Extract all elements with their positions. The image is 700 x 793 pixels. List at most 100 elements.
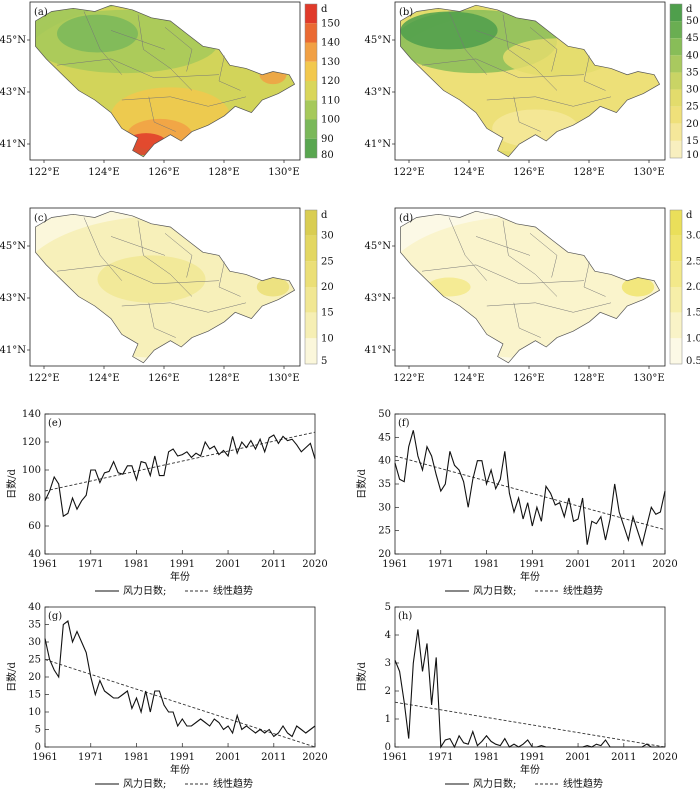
county-boundary — [164, 27, 193, 72]
map-y-tick-label: 45°N — [0, 35, 26, 46]
x-axis-label: 年份 — [520, 763, 540, 776]
colorbar-segment — [670, 72, 682, 90]
y-tick-label: 15 — [28, 690, 41, 701]
x-tick-label: 1961 — [382, 752, 407, 763]
colorbar-frame — [304, 3, 318, 159]
map-y-tick-label: 41°N — [0, 139, 26, 150]
colorbar-segment — [305, 287, 317, 313]
map-y-tick-label: 41°N — [365, 345, 392, 356]
colorbar-tick-label: 1.0 — [686, 333, 700, 344]
map-y-tick-label: 43°N — [0, 293, 26, 304]
colorbar-segment — [305, 100, 317, 120]
x-tick-label: 2020 — [652, 559, 677, 570]
county-boundary — [529, 233, 558, 278]
county-boundary — [218, 55, 241, 91]
colorbar-unit: d — [321, 210, 328, 221]
province-outline — [35, 210, 296, 364]
series-line — [44, 434, 316, 518]
series-line — [394, 629, 665, 749]
trend-line — [44, 659, 316, 748]
map-x-tick-label: 122°E — [393, 373, 424, 384]
panel-label: (g) — [48, 611, 62, 622]
county-boundary — [83, 217, 122, 281]
y-tick-label: 35 — [378, 479, 391, 490]
map-x-tick-label: 126°E — [513, 167, 544, 178]
county-boundary — [448, 11, 487, 75]
colorbar-segment — [305, 119, 317, 139]
x-tick-label: 1991 — [170, 559, 195, 570]
x-axis-label: 年份 — [520, 570, 540, 583]
colorbar-segment — [305, 210, 317, 236]
x-tick-label: 1971 — [78, 752, 103, 763]
map-x-tick-label: 130°E — [268, 373, 299, 384]
x-tick-label: 1991 — [520, 752, 545, 763]
panel-label: (d) — [399, 213, 413, 224]
trend-line — [394, 701, 666, 748]
y-tick-label: 10 — [28, 707, 41, 718]
legend-line-label: 风力日数; — [473, 777, 516, 789]
county-boundary — [529, 27, 558, 72]
panel-label: (f) — [398, 418, 410, 429]
panel-label: (c) — [34, 213, 48, 224]
map-panel-4: (d) 122°E 124°E 126°E 128°E 130°E 45°N 43°N 41°N… — [365, 207, 700, 384]
map-y-tick-label: 41°N — [0, 345, 26, 356]
legend-trend-label: 线性趋势 — [213, 777, 253, 789]
x-tick-label: 2011 — [611, 752, 636, 763]
map-x-tick-label: 126°E — [148, 373, 179, 384]
chart-panel-4: (h) 0 1 2 3 4 5 1961 1971 1981 1991 2001 2011 2020 日数/… — [355, 602, 678, 790]
colorbar-segment — [670, 21, 682, 39]
y-tick-label: 120 — [22, 437, 41, 448]
y-tick-label: 40 — [378, 456, 391, 467]
map-x-tick-label: 130°E — [633, 373, 664, 384]
colorbar-tick-label: 50 — [686, 16, 699, 27]
y-axis-label: 日数/d — [5, 469, 18, 499]
colorbar-segment — [670, 89, 682, 107]
map-y-tick-label: 43°N — [365, 87, 392, 98]
map-x-tick-label: 128°E — [573, 167, 604, 178]
county-boundary — [513, 96, 541, 132]
county-boundary — [583, 55, 606, 91]
y-tick-label: 1 — [385, 714, 391, 725]
x-tick-label: 1971 — [428, 752, 453, 763]
chart-panel-3: (g) 0 5 10 15 20 25 30 35 40 1961 1971 1981 1991 2001 2… — [5, 602, 328, 790]
map-color-region — [400, 11, 498, 50]
map-x-tick-label: 122°E — [28, 167, 59, 178]
colorbar-tick-label: 90 — [321, 134, 334, 145]
x-tick-label: 2001 — [215, 752, 240, 763]
colorbar-segment — [670, 55, 682, 73]
colorbar-segment — [670, 210, 682, 236]
trend-line — [44, 431, 316, 492]
colorbar-tick-label: 20 — [321, 282, 334, 293]
x-tick-label: 1971 — [428, 559, 453, 570]
map-y-tick-label: 41°N — [365, 139, 392, 150]
county-boundary — [513, 302, 541, 338]
legend-line-label: 风力日数; — [123, 584, 166, 597]
x-tick-label: 1991 — [520, 559, 545, 570]
colorbar-segment — [670, 106, 682, 124]
colorbar-tick-label: 140 — [321, 38, 340, 49]
province-outline — [35, 4, 296, 158]
colorbar-tick-label: 80 — [321, 150, 334, 161]
y-tick-label: 100 — [22, 465, 41, 476]
map-y-tick-label: 45°N — [365, 35, 392, 46]
map-panel-1: (a) 122°E 124°E 126°E 128°E 130°E 45°N 43°N 41°N… — [0, 1, 340, 178]
plot-frame — [44, 606, 316, 748]
colorbar-segment — [670, 38, 682, 56]
y-axis-label: 日数/d — [5, 662, 18, 692]
x-axis-label: 年份 — [170, 570, 190, 583]
x-tick-label: 2011 — [261, 559, 286, 570]
colorbar-tick-label: 5 — [321, 356, 327, 367]
map-color-region — [256, 277, 290, 297]
county-boundary — [110, 236, 166, 256]
chart-panel-1: (e) 40 60 80 100 120 140 1961 1971 1981 1991 2001 20… — [5, 409, 328, 597]
legend-trend-label: 线性趋势 — [563, 777, 603, 789]
colorbar-unit: d — [321, 4, 328, 15]
map-panels: (a) 122°E 124°E 126°E 128°E 130°E 45°N 43°N 41°N… — [0, 1, 700, 384]
y-tick-label: 25 — [378, 526, 391, 537]
x-tick-label: 1981 — [474, 559, 499, 570]
x-tick-label: 1971 — [78, 559, 103, 570]
map-x-tick-label: 124°E — [88, 167, 119, 178]
colorbar-segment — [305, 42, 317, 62]
y-axis-label: 日数/d — [355, 469, 368, 499]
